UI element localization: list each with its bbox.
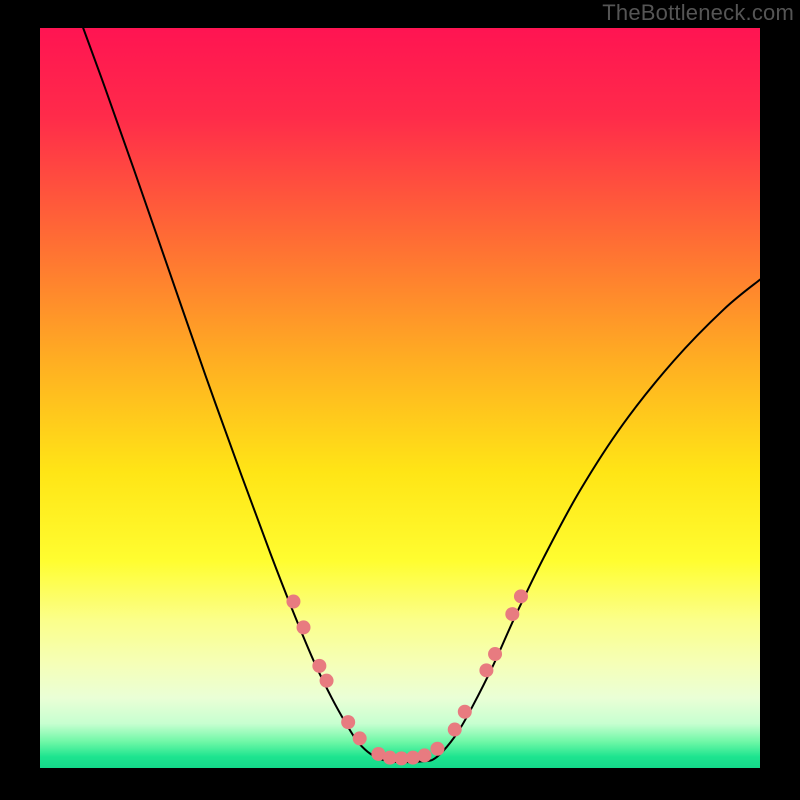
gradient-background xyxy=(40,28,760,768)
data-dot xyxy=(514,589,528,603)
plot-area xyxy=(40,28,760,768)
plot-svg xyxy=(40,28,760,768)
data-dot xyxy=(488,647,502,661)
data-dot xyxy=(297,620,311,634)
watermark-text: TheBottleneck.com xyxy=(602,0,794,26)
data-dot xyxy=(341,715,355,729)
data-dot xyxy=(479,663,493,677)
data-dot xyxy=(312,659,326,673)
data-dot xyxy=(448,723,462,737)
data-dot xyxy=(430,742,444,756)
data-dot xyxy=(320,674,334,688)
data-dot xyxy=(458,705,472,719)
chart-stage: TheBottleneck.com xyxy=(0,0,800,800)
data-dot xyxy=(505,607,519,621)
data-dot xyxy=(353,731,367,745)
data-dot xyxy=(286,595,300,609)
data-dot xyxy=(417,748,431,762)
